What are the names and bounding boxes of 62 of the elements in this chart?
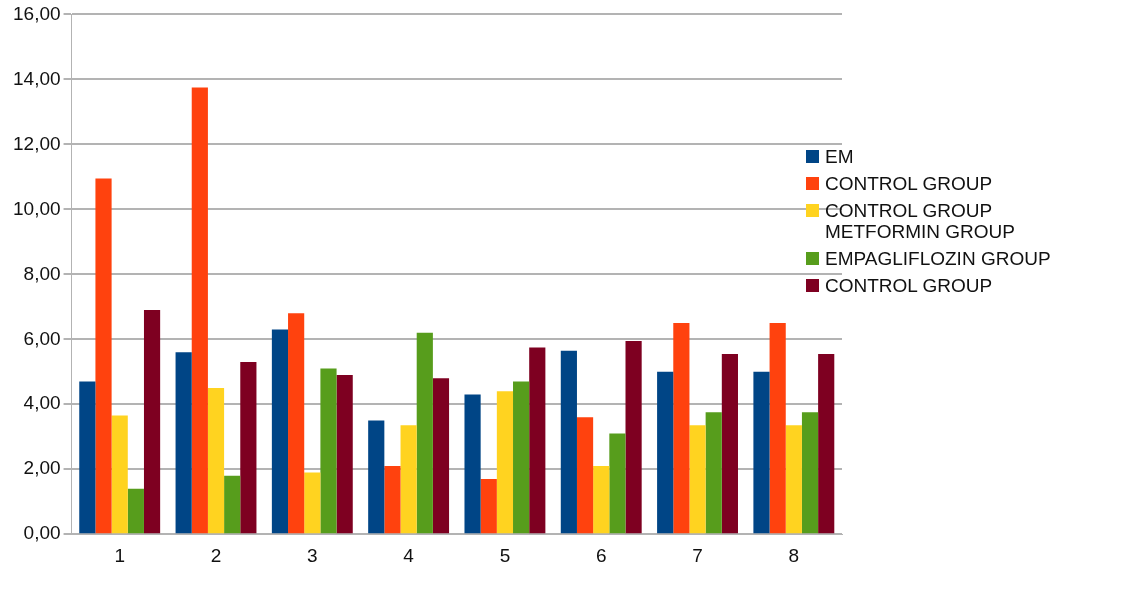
x-tick-label: 2 — [210, 544, 222, 566]
bar — [432, 378, 450, 534]
bar — [689, 425, 706, 534]
bar — [801, 412, 819, 534]
bar — [705, 412, 722, 534]
x-tick-label: 1 — [114, 544, 125, 566]
bar — [288, 313, 305, 534]
bar — [368, 420, 385, 534]
bar — [95, 178, 112, 534]
legend-label: CONTROL GROUP — [825, 275, 993, 296]
y-tick-label: 6,00 — [23, 327, 61, 349]
bar — [224, 475, 241, 534]
bar — [320, 368, 337, 534]
y-tick-label: 8,00 — [23, 262, 61, 284]
x-tick-label: 7 — [692, 544, 703, 566]
bar — [673, 323, 690, 534]
y-tick-label: 4,00 — [23, 392, 61, 414]
bar — [609, 433, 626, 534]
bar — [721, 353, 738, 534]
bar — [769, 323, 786, 534]
bar — [753, 371, 770, 534]
bar — [593, 465, 610, 534]
bar — [496, 391, 514, 534]
x-tick-label: 8 — [788, 544, 800, 566]
bar — [785, 425, 802, 534]
y-tick-label: 0,00 — [23, 522, 61, 544]
legend-label: EM — [825, 146, 854, 167]
bar — [400, 425, 417, 534]
x-tick-label: 3 — [307, 544, 318, 566]
bar — [576, 417, 594, 534]
y-tick-label: 14,00 — [13, 67, 61, 89]
bar — [818, 353, 835, 534]
y-tick-label: 16,00 — [13, 2, 61, 24]
bar — [336, 375, 353, 534]
bar — [529, 347, 546, 534]
y-tick-label: 12,00 — [13, 132, 61, 154]
bar — [304, 472, 321, 534]
bar — [240, 362, 257, 534]
bar — [175, 352, 192, 534]
bar — [464, 394, 481, 534]
bar — [416, 332, 433, 534]
bar — [513, 381, 530, 534]
bar — [191, 87, 208, 534]
bar — [271, 329, 289, 534]
bar — [143, 310, 161, 534]
bar — [111, 415, 128, 534]
legend-label: CONTROL GROUP — [825, 173, 993, 194]
x-tick-label: 4 — [403, 544, 415, 566]
bar — [560, 350, 577, 534]
legend-label: EMPAGLIFLOZIN GROUP — [825, 248, 1051, 269]
legend-label: CONTROL GROUP METFORMIN GROUP — [825, 200, 1016, 242]
y-tick-label: 10,00 — [13, 197, 61, 219]
bar — [625, 340, 642, 534]
bar — [207, 388, 225, 534]
x-tick-label: 6 — [595, 544, 607, 566]
bar — [127, 488, 144, 534]
bar — [384, 465, 401, 534]
x-tick-label: 5 — [499, 544, 511, 566]
bar — [79, 381, 96, 534]
y-tick-label: 2,00 — [23, 457, 61, 479]
bar — [480, 478, 497, 534]
bar — [657, 371, 674, 534]
